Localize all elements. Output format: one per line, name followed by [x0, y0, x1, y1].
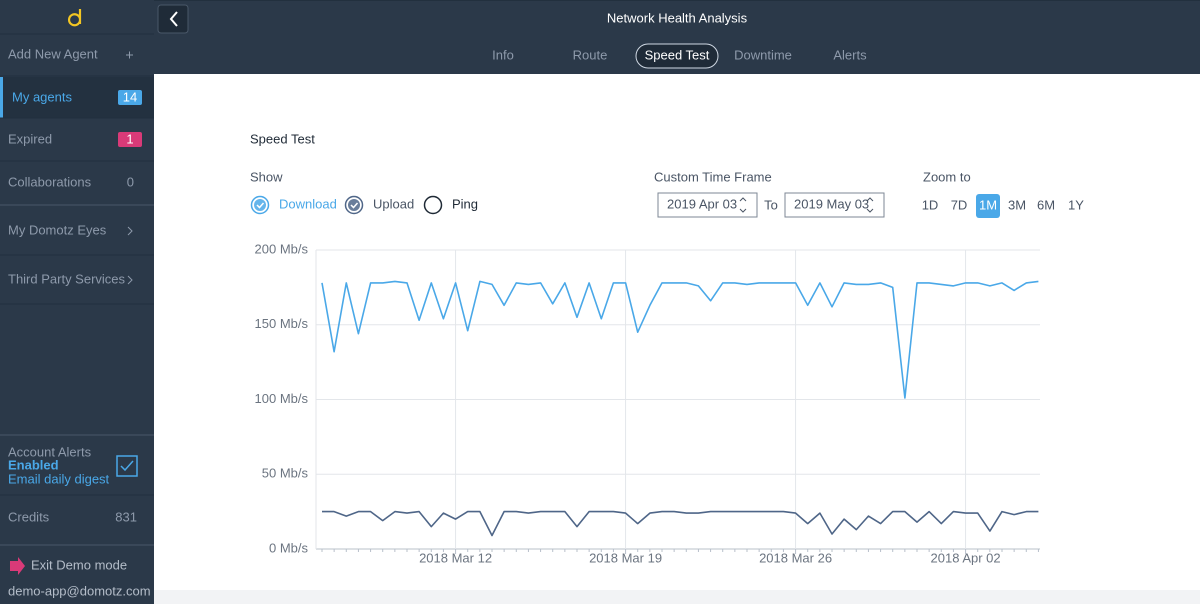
checkbox[interactable] — [116, 455, 138, 477]
y-tick-label: 50 Mb/s — [262, 466, 309, 481]
credits-label: Credits — [8, 509, 50, 524]
date-from[interactable]: 2019 Apr 03 — [667, 196, 737, 211]
zoom-option[interactable]: 1Y — [1068, 197, 1084, 212]
chart: 0 Mb/s 50 Mb/s 100 Mb/s 150 Mb/s 200 Mb/s 201… — [255, 241, 1040, 565]
zoom-label: Zoom to — [923, 169, 971, 184]
x-tick-label: 2018 Mar 19 — [589, 550, 662, 565]
chevron — [127, 226, 133, 236]
legend-label[interactable]: Download — [279, 196, 337, 211]
legend-label[interactable]: Upload — [373, 196, 414, 211]
back-button[interactable] — [157, 4, 189, 34]
header-edge — [154, 0, 1200, 1]
date-input[interactable] — [657, 192, 758, 218]
x-tick-label: 2018 Mar 26 — [759, 550, 832, 565]
check — [120, 460, 134, 472]
zoom-option[interactable]: 1D — [922, 197, 939, 212]
badge — [118, 90, 142, 105]
zoom-option[interactable]: 6M — [1037, 197, 1055, 212]
exit-demo[interactable]: Exit Demo mode — [31, 557, 127, 572]
active-tab[interactable] — [635, 43, 719, 69]
tab[interactable]: Route — [573, 47, 608, 62]
back-icon — [169, 11, 178, 27]
count: 0 — [127, 174, 134, 189]
alerts-title: Account Alerts — [8, 444, 92, 459]
toggle-fill — [348, 199, 360, 211]
zoom-options: 1D 7D 1M 3M 6M 1Y — [922, 194, 1084, 218]
toggle-check — [256, 202, 265, 209]
to-label: To — [764, 197, 778, 212]
badge — [118, 132, 142, 147]
time-frame-label: Custom Time Frame — [654, 169, 772, 184]
tab[interactable]: Speed Test — [645, 47, 710, 62]
badge-count: 14 — [123, 89, 137, 104]
tabs: Info Route Speed Test Downtime Alerts — [492, 43, 867, 69]
zoom-active[interactable] — [976, 194, 1000, 218]
menu-label[interactable]: Expired — [8, 131, 52, 146]
menu-label[interactable]: My agents — [12, 89, 72, 104]
zoom-option[interactable]: 7D — [951, 197, 968, 212]
series-line — [322, 510, 1039, 537]
zoom-option[interactable]: 1M — [979, 197, 997, 212]
tab[interactable]: Downtime — [734, 47, 792, 62]
date-input[interactable] — [784, 192, 885, 218]
add-agent[interactable]: Add New Agent — [8, 46, 98, 61]
date-to[interactable]: 2019 May 03 — [794, 196, 869, 211]
series-line — [321, 280, 1039, 399]
show-label: Show — [250, 169, 283, 184]
menu-label[interactable]: Third Party Services — [8, 271, 126, 286]
y-tick-label: 200 Mb/s — [255, 241, 309, 256]
active-indicator — [0, 77, 3, 118]
y-tick-label: 150 Mb/s — [255, 316, 309, 331]
spinner[interactable] — [739, 197, 747, 213]
logo — [68, 9, 82, 27]
zoom-option[interactable]: 3M — [1008, 197, 1026, 212]
badge-count: 1 — [126, 131, 133, 146]
spinner[interactable] — [866, 197, 874, 213]
toggle[interactable] — [423, 195, 443, 215]
alerts-status: Enabled — [8, 457, 59, 472]
alerts-note: Email daily digest — [8, 471, 110, 486]
credits-value: 831 — [115, 509, 137, 524]
chevron — [127, 275, 133, 285]
toggles: Download Upload Ping — [250, 195, 478, 215]
tab[interactable]: Alerts — [833, 47, 867, 62]
email: demo-app@domotz.com — [8, 583, 151, 598]
y-tick-label: 100 Mb/s — [255, 391, 309, 406]
menu-label[interactable]: Collaborations — [8, 174, 92, 189]
toggle[interactable] — [250, 195, 270, 215]
footer-shade — [154, 590, 1200, 604]
y-tick-label: 0 Mb/s — [269, 540, 309, 555]
exit-icon[interactable] — [10, 557, 25, 575]
legend-label[interactable]: Ping — [452, 196, 478, 211]
x-tick-label: 2018 Apr 02 — [931, 550, 1001, 565]
panel-title: Speed Test — [250, 131, 315, 146]
toggle-fill — [254, 199, 266, 211]
page-title: Network Health Analysis — [607, 10, 748, 25]
plus-icon[interactable] — [126, 51, 133, 59]
menu-label[interactable]: My Domotz Eyes — [8, 222, 107, 237]
toggle-check — [350, 202, 359, 209]
x-tick-label: 2018 Mar 12 — [419, 550, 492, 565]
logo-area — [0, 0, 154, 34]
tab[interactable]: Info — [492, 47, 514, 62]
toggle[interactable] — [344, 195, 364, 215]
